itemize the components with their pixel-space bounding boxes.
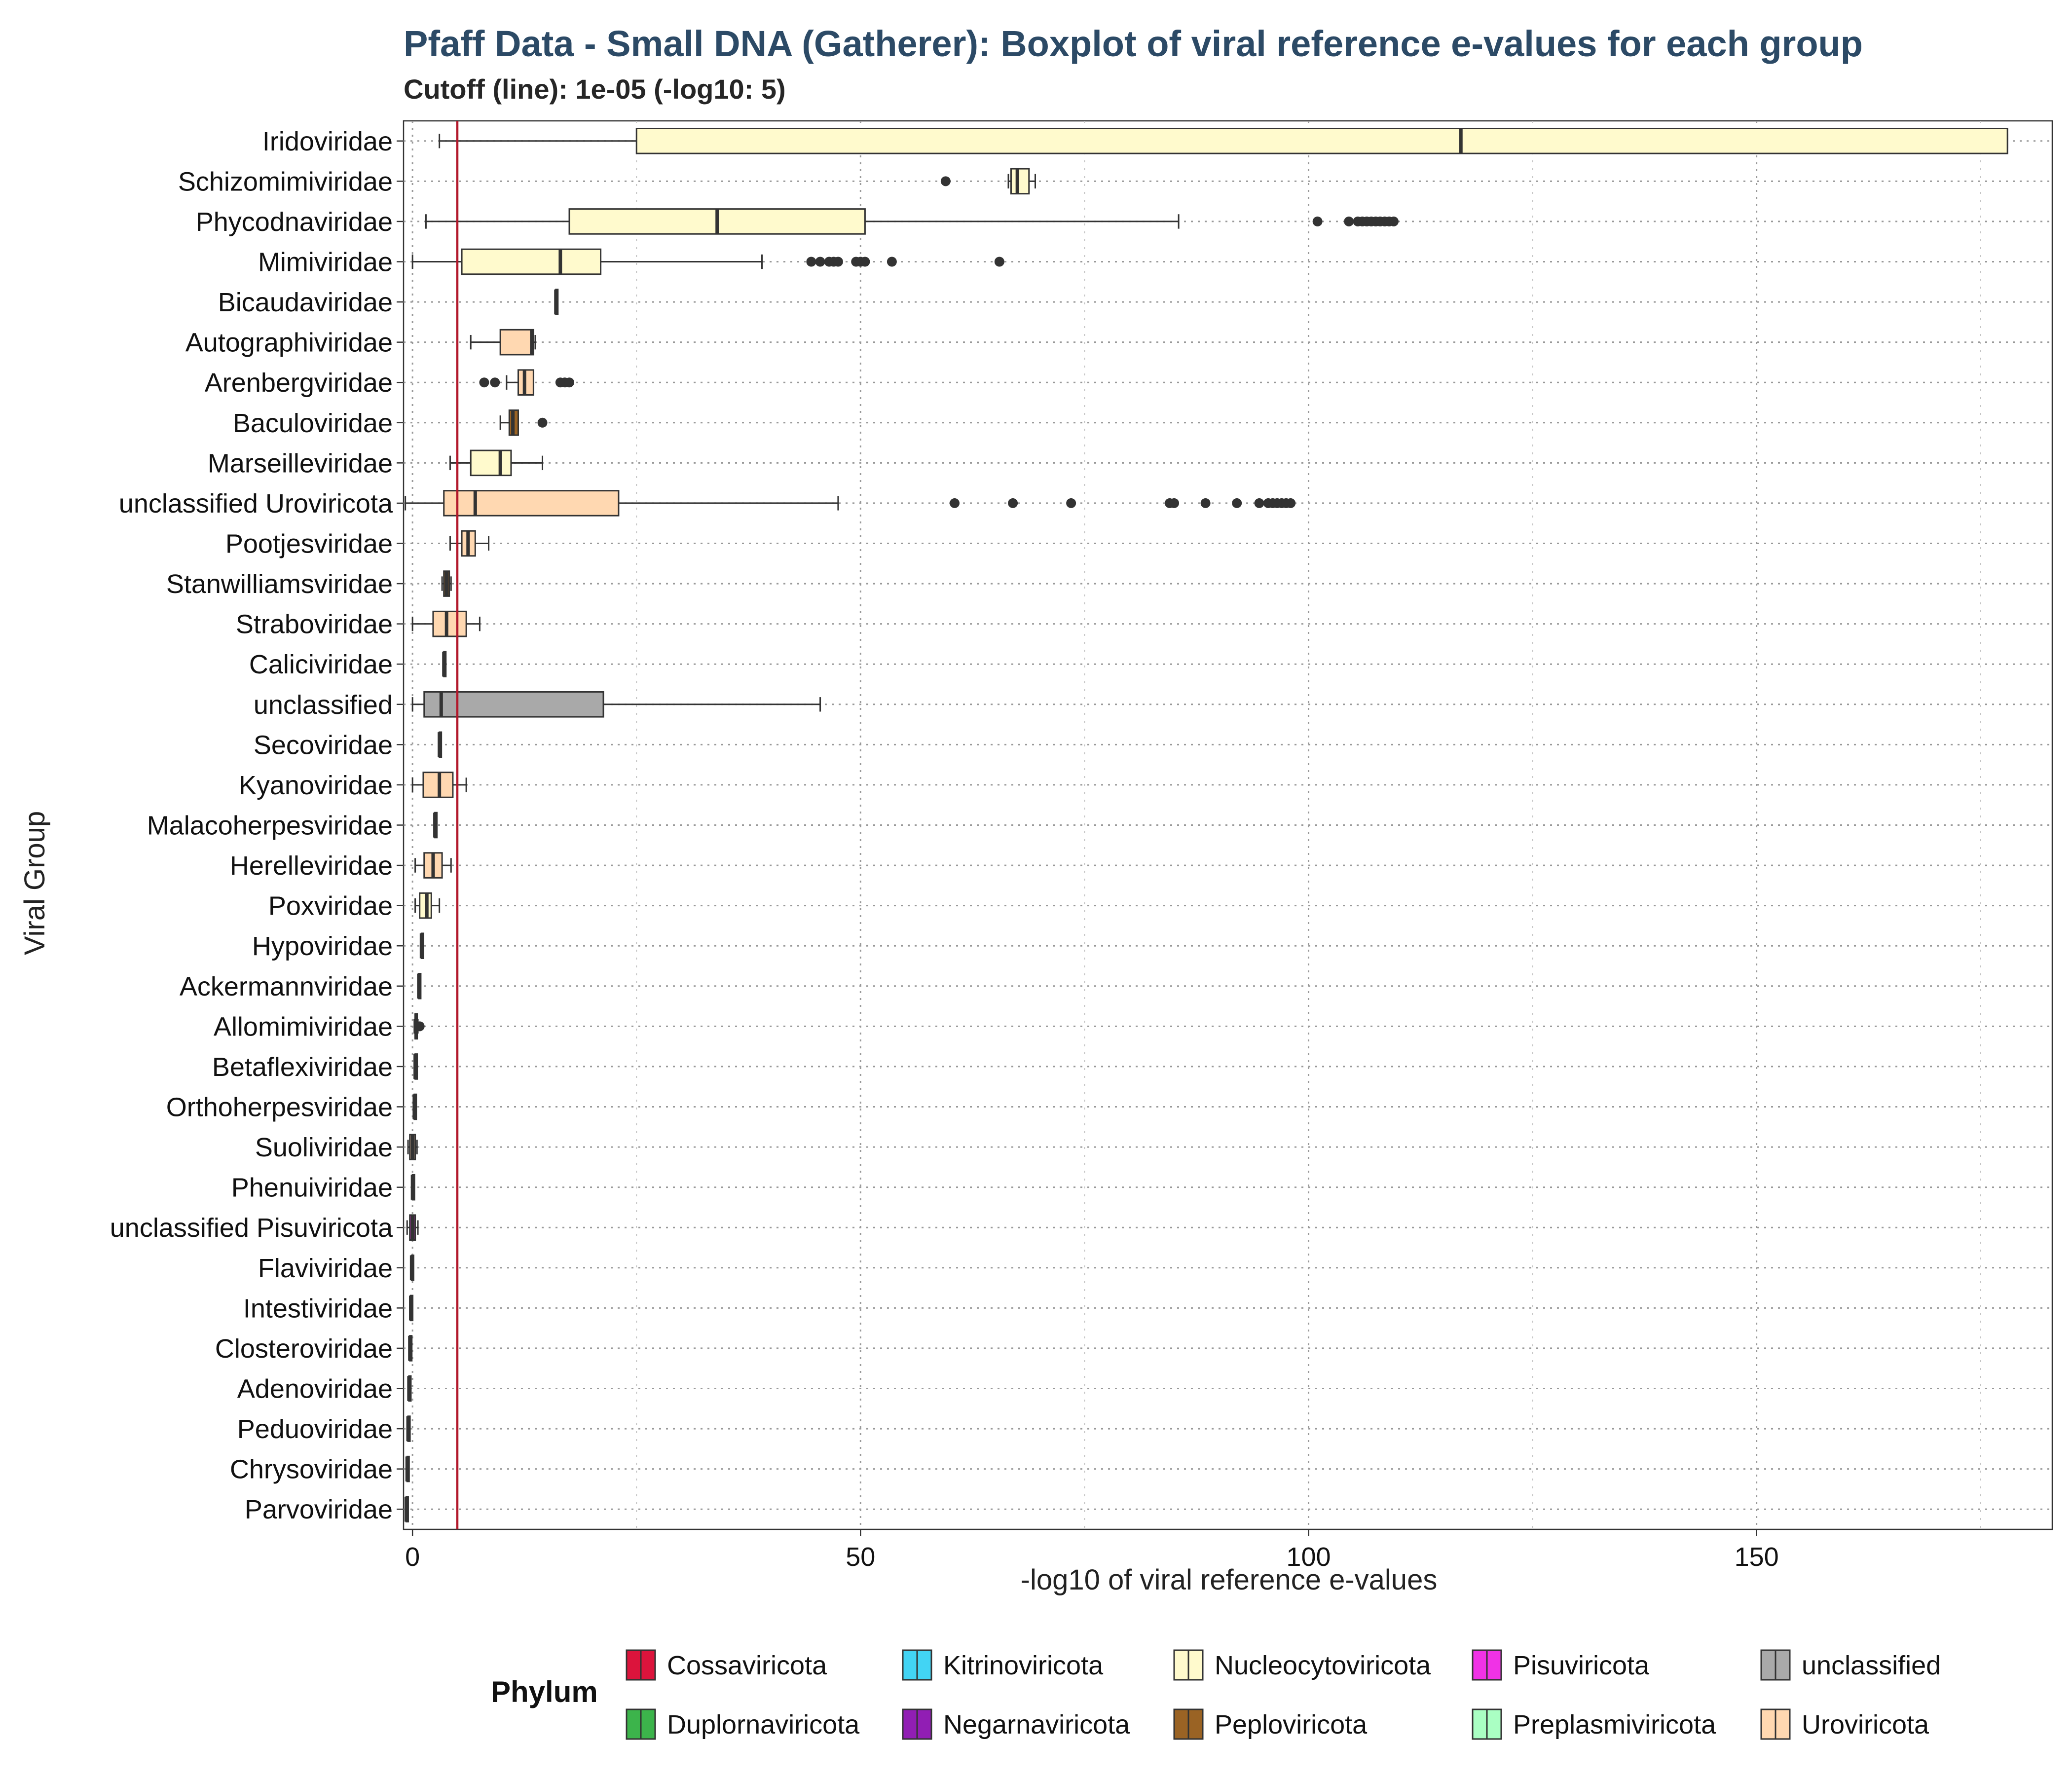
y-tick-label: Stanwilliamsviridae: [166, 569, 393, 599]
y-tick-label: Malacoherpesviridae: [147, 811, 393, 841]
legend-label: Cossaviricota: [667, 1651, 827, 1680]
box-unclassified: [423, 691, 604, 718]
y-tick-label: unclassified: [254, 690, 393, 720]
y-tick-label: Autographiviridae: [185, 328, 393, 358]
legend-label: Nucleocytoviricota: [1215, 1651, 1431, 1680]
y-tick-label: Chrysoviridae: [230, 1455, 393, 1484]
plot-area: Iridoviridae Schizomimiviridae Phycodnavir…: [110, 120, 2053, 1572]
outlier-point: [815, 257, 825, 267]
y-tick-label: Ackermannviridae: [180, 972, 393, 1001]
y-tick-label: Peduoviridae: [237, 1414, 393, 1444]
x-tick-label: 50: [846, 1542, 875, 1572]
outlier-point: [1344, 216, 1354, 226]
outlier-point: [1200, 498, 1211, 508]
y-tick-label: Adenoviridae: [237, 1374, 393, 1404]
outlier-point: [564, 377, 575, 388]
y-tick-label: unclassified Pisuviricota: [110, 1213, 393, 1243]
y-tick-label: Caliciviridae: [249, 650, 393, 679]
y-tick-label: Phycodnaviridae: [196, 207, 393, 237]
outlier-point: [1008, 498, 1018, 508]
outlier-point: [1169, 498, 1180, 508]
outlier-point: [414, 1021, 425, 1032]
outlier-point: [1254, 498, 1264, 508]
outlier-point: [940, 176, 951, 186]
legend-label: Preplasmiviricota: [1513, 1710, 1716, 1739]
legend-label: Peploviricota: [1215, 1710, 1368, 1739]
outlier-point: [1389, 216, 1399, 226]
outlier-point: [490, 377, 500, 388]
y-tick-label: Suoliviridae: [255, 1133, 393, 1162]
y-tick-label: Iridoviridae: [262, 127, 393, 156]
outlier-point: [887, 257, 897, 267]
y-tick-label: Kyanoviridae: [239, 771, 393, 800]
y-tick-label: Herelleviridae: [230, 851, 393, 881]
y-tick-label: unclassified Uroviricota: [119, 489, 393, 518]
outlier-point: [1232, 498, 1242, 508]
outlier-point: [537, 417, 548, 428]
box-mimiviridae: [461, 248, 602, 275]
box-autographiviridae: [499, 329, 534, 356]
legend-label: Negarnaviricota: [943, 1710, 1130, 1739]
y-tick-label: Allomimiviridae: [214, 1012, 393, 1041]
outlier-point: [950, 498, 960, 508]
outlier-point: [1312, 216, 1323, 226]
legend-title: Phylum: [491, 1675, 598, 1708]
chart-subtitle: Cutoff (line): 1e-05 (-log10: 5): [404, 74, 786, 105]
box-marseilleviridae: [470, 449, 512, 477]
y-tick-label: Orthoherpesviridae: [166, 1093, 393, 1122]
x-tick-label: 0: [405, 1542, 420, 1572]
legend-label: Uroviricota: [1802, 1710, 1929, 1739]
y-tick-label: Secoviridae: [254, 730, 393, 760]
box-schizomimiviridae: [1010, 168, 1030, 195]
outlier-point: [1286, 498, 1296, 508]
x-axis-label: -log10 of viral reference e-values: [1021, 1564, 1438, 1596]
outlier-point: [479, 377, 489, 388]
y-tick-label: Arenbergviridae: [205, 368, 393, 398]
box-unclassified-uroviricota: [443, 490, 620, 517]
outlier-point: [994, 257, 1004, 267]
outlier-point: [860, 257, 870, 267]
y-tick-label: Marseilleviridae: [208, 448, 393, 478]
y-tick-label: Flaviviridae: [258, 1254, 393, 1283]
y-tick-label: Schizomimiviridae: [178, 167, 393, 196]
y-tick-label: Hypoviridae: [252, 931, 393, 961]
y-tick-label: Parvoviridae: [245, 1495, 393, 1524]
y-axis-label: Viral Group: [19, 811, 51, 955]
x-tick-label: 150: [1735, 1542, 1779, 1572]
legend-label: Kitrinoviricota: [943, 1651, 1104, 1680]
y-tick-label: Closteroviridae: [215, 1334, 393, 1364]
outlier-point: [833, 257, 843, 267]
y-tick-label: Mimiviridae: [258, 248, 393, 277]
y-tick-label: Bicaudaviridae: [218, 288, 393, 317]
x-tick-label: 100: [1286, 1542, 1331, 1572]
outlier-point: [1066, 498, 1076, 508]
box-iridoviridae: [635, 127, 2008, 154]
box-straboviridae: [432, 610, 467, 637]
legend-label: unclassified: [1802, 1651, 1941, 1680]
legend: Cossaviricota Duplornaviricota Kitrinoviri…: [626, 1649, 1941, 1740]
legend-label: Duplornaviricota: [667, 1710, 860, 1739]
y-tick-label: Intestiviridae: [243, 1294, 393, 1323]
y-tick-label: Poxviridae: [268, 891, 393, 921]
y-tick-label: Straboviridae: [236, 610, 393, 639]
outlier-point: [806, 257, 816, 267]
y-tick-label: Pootjesviridae: [225, 529, 393, 559]
y-tick-label: Baculoviridae: [233, 408, 393, 438]
y-tick-label: Phenuiviridae: [231, 1173, 393, 1203]
y-tick-label: Betaflexiviridae: [212, 1052, 393, 1082]
legend-label: Pisuviricota: [1513, 1651, 1650, 1680]
chart-title: Pfaff Data - Small DNA (Gatherer): Boxpl…: [404, 23, 1863, 64]
